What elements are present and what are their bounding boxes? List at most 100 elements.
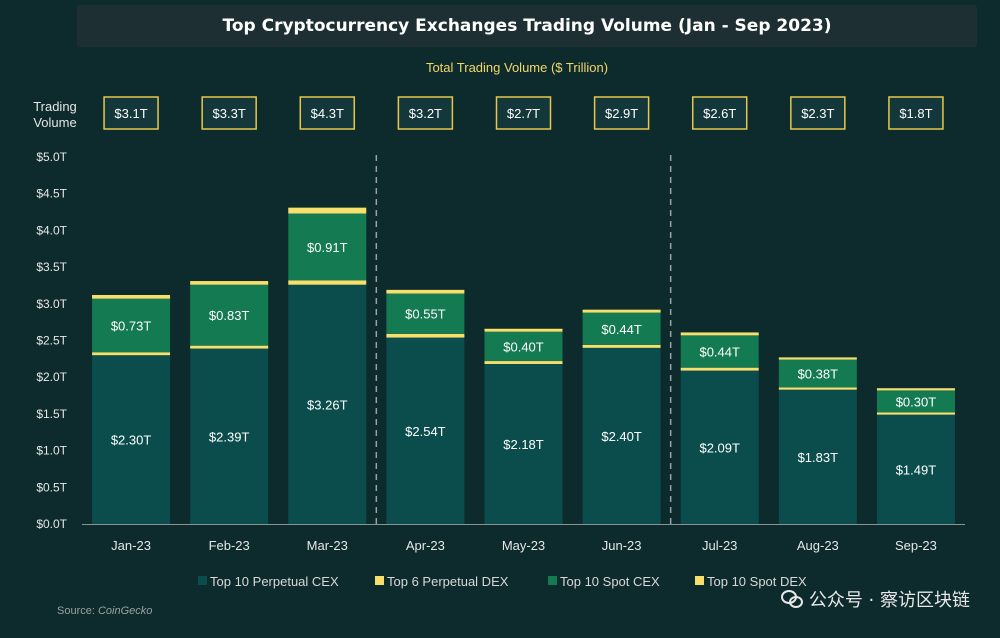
x-tick-label: Feb-23 [209, 538, 250, 553]
bar-segment-top-10-perpetual-cex [778, 389, 857, 524]
bar-value-label: $0.44T [699, 345, 740, 360]
total-volume-value: $3.1T [114, 106, 147, 121]
bar-segment-top-6-perpetual-dex [92, 352, 171, 356]
source-name: CoinGecko [98, 605, 152, 617]
bar-segment-top-10-perpetual-cex [680, 370, 759, 524]
bar-segment-top-10-perpetual-cex [876, 414, 955, 524]
chart-title: Top Cryptocurrency Exchanges Trading Vol… [222, 16, 832, 36]
bar-segment-top-6-perpetual-dex [190, 345, 269, 349]
bar-segment-top-10-perpetual-cex [190, 348, 269, 524]
legend-label: Top 10 Spot DEX [707, 574, 807, 589]
legend-swatch [548, 576, 557, 585]
total-volume-value: $2.9T [605, 106, 638, 121]
y-tick-label: $4.0T [36, 223, 67, 237]
totals-row-label-line: Volume [33, 115, 76, 130]
legend-swatch [375, 576, 384, 585]
bar-segment-top-10-spot-dex [680, 332, 759, 336]
bar-value-label: $0.38T [798, 367, 839, 382]
x-tick-label: Jun-23 [602, 538, 642, 553]
total-volume-value: $3.2T [409, 106, 442, 121]
bar-segment-top-6-perpetual-dex [484, 361, 563, 364]
total-volume-value: $2.7T [507, 106, 540, 121]
bar-segment-top-10-spot-cex [778, 359, 857, 388]
total-volume-box [790, 96, 846, 130]
total-volume-value: $4.3T [311, 106, 344, 121]
bar-value-label: $0.91T [307, 240, 348, 255]
bar-segment-top-10-spot-cex [288, 213, 367, 281]
bar-segment-top-10-spot-cex [484, 331, 563, 362]
x-tick-label: May-23 [502, 538, 545, 553]
bar-value-label: $2.39T [209, 429, 250, 444]
bar-segment-top-10-spot-cex [582, 312, 661, 345]
total-volume-box [593, 96, 650, 130]
bar-segment-top-10-perpetual-cex [386, 337, 465, 524]
watermark-text: 公众号 · 察访区块链 [808, 590, 970, 611]
bar-segment-top-6-perpetual-dex [876, 412, 955, 415]
y-tick-label: $3.5T [36, 260, 67, 274]
total-volume-value: $3.3T [213, 106, 246, 121]
y-tick-label: $1.5T [36, 407, 67, 421]
y-tick-label: $5.0T [36, 150, 67, 164]
x-tick-label: Apr-23 [406, 538, 445, 553]
legend-label: Top 6 Perpetual DEX [387, 574, 509, 589]
bar-segment-top-10-spot-dex [190, 281, 269, 285]
bar-segment-top-10-spot-dex [778, 357, 857, 360]
total-volume-value: $2.6T [703, 106, 736, 121]
x-tick-label: Aug-23 [797, 538, 839, 553]
bar-segment-top-10-spot-cex [92, 298, 171, 353]
x-tick-label: Sep-23 [895, 538, 937, 553]
bar-segment-top-10-perpetual-cex [288, 284, 367, 524]
total-volume-box [691, 96, 748, 130]
bar-segment-top-10-spot-dex [92, 294, 171, 299]
total-volume-box [299, 96, 356, 130]
total-volume-value: $2.3T [801, 106, 834, 121]
y-tick-label: $3.0T [36, 297, 67, 311]
bar-segment-top-10-spot-cex [876, 390, 955, 413]
chart-subtitle: Total Trading Volume ($ Trillion) [426, 60, 608, 75]
bar-segment-top-6-perpetual-dex [386, 333, 465, 338]
bar-value-label: $2.18T [503, 437, 544, 452]
legend-label: Top 10 Spot CEX [560, 574, 660, 589]
total-volume-box [103, 96, 159, 130]
bar-segment-top-10-spot-cex [386, 293, 465, 334]
bar-segment-top-10-spot-dex [288, 207, 367, 214]
bar-value-label: $2.30T [111, 433, 152, 448]
bar-segment-top-10-spot-cex [680, 335, 759, 368]
total-volume-box [201, 96, 257, 130]
bar-segment-top-10-perpetual-cex [484, 363, 563, 524]
bar-value-label: $0.30T [896, 394, 937, 409]
bar-value-label: $3.26T [307, 397, 348, 412]
bar-segment-top-10-spot-dex [876, 388, 955, 391]
legend-swatch [198, 576, 207, 585]
bar-segment-top-10-spot-dex [582, 309, 661, 313]
y-tick-label: $4.5T [36, 187, 67, 201]
total-volume-box [397, 96, 454, 130]
bar-segment-top-6-perpetual-dex [288, 280, 367, 285]
y-tick-label: $0.0T [36, 517, 67, 531]
bar-value-label: $0.83T [209, 308, 250, 323]
bar-value-label: $1.49T [896, 462, 937, 477]
bar-value-label: $2.09T [699, 440, 740, 455]
bar-segment-top-10-spot-dex [386, 289, 465, 294]
bar-value-label: $0.44T [601, 322, 642, 337]
bar-segment-top-10-perpetual-cex [582, 347, 661, 524]
total-volume-box [495, 96, 552, 130]
y-tick-label: $0.5T [36, 480, 67, 494]
y-tick-label: $1.0T [36, 444, 67, 458]
x-tick-label: Jan-23 [111, 538, 151, 553]
y-tick-label: $2.0T [36, 370, 67, 384]
bar-segment-top-6-perpetual-dex [778, 387, 857, 390]
y-tick-label: $2.5T [36, 334, 67, 348]
bar-value-label: $2.54T [405, 424, 446, 439]
bar-segment-top-10-spot-dex [484, 328, 563, 332]
wechat-icon [780, 590, 803, 608]
bar-value-label: $0.55T [405, 307, 446, 322]
bar-value-label: $1.83T [798, 450, 839, 465]
bar-value-label: $2.40T [601, 429, 642, 444]
bar-segment-top-6-perpetual-dex [582, 344, 661, 348]
bar-segment-top-6-perpetual-dex [680, 367, 759, 371]
bar-segment-top-10-perpetual-cex [92, 355, 171, 524]
x-tick-label: Mar-23 [307, 538, 348, 553]
total-volume-value: $1.8T [899, 106, 932, 121]
